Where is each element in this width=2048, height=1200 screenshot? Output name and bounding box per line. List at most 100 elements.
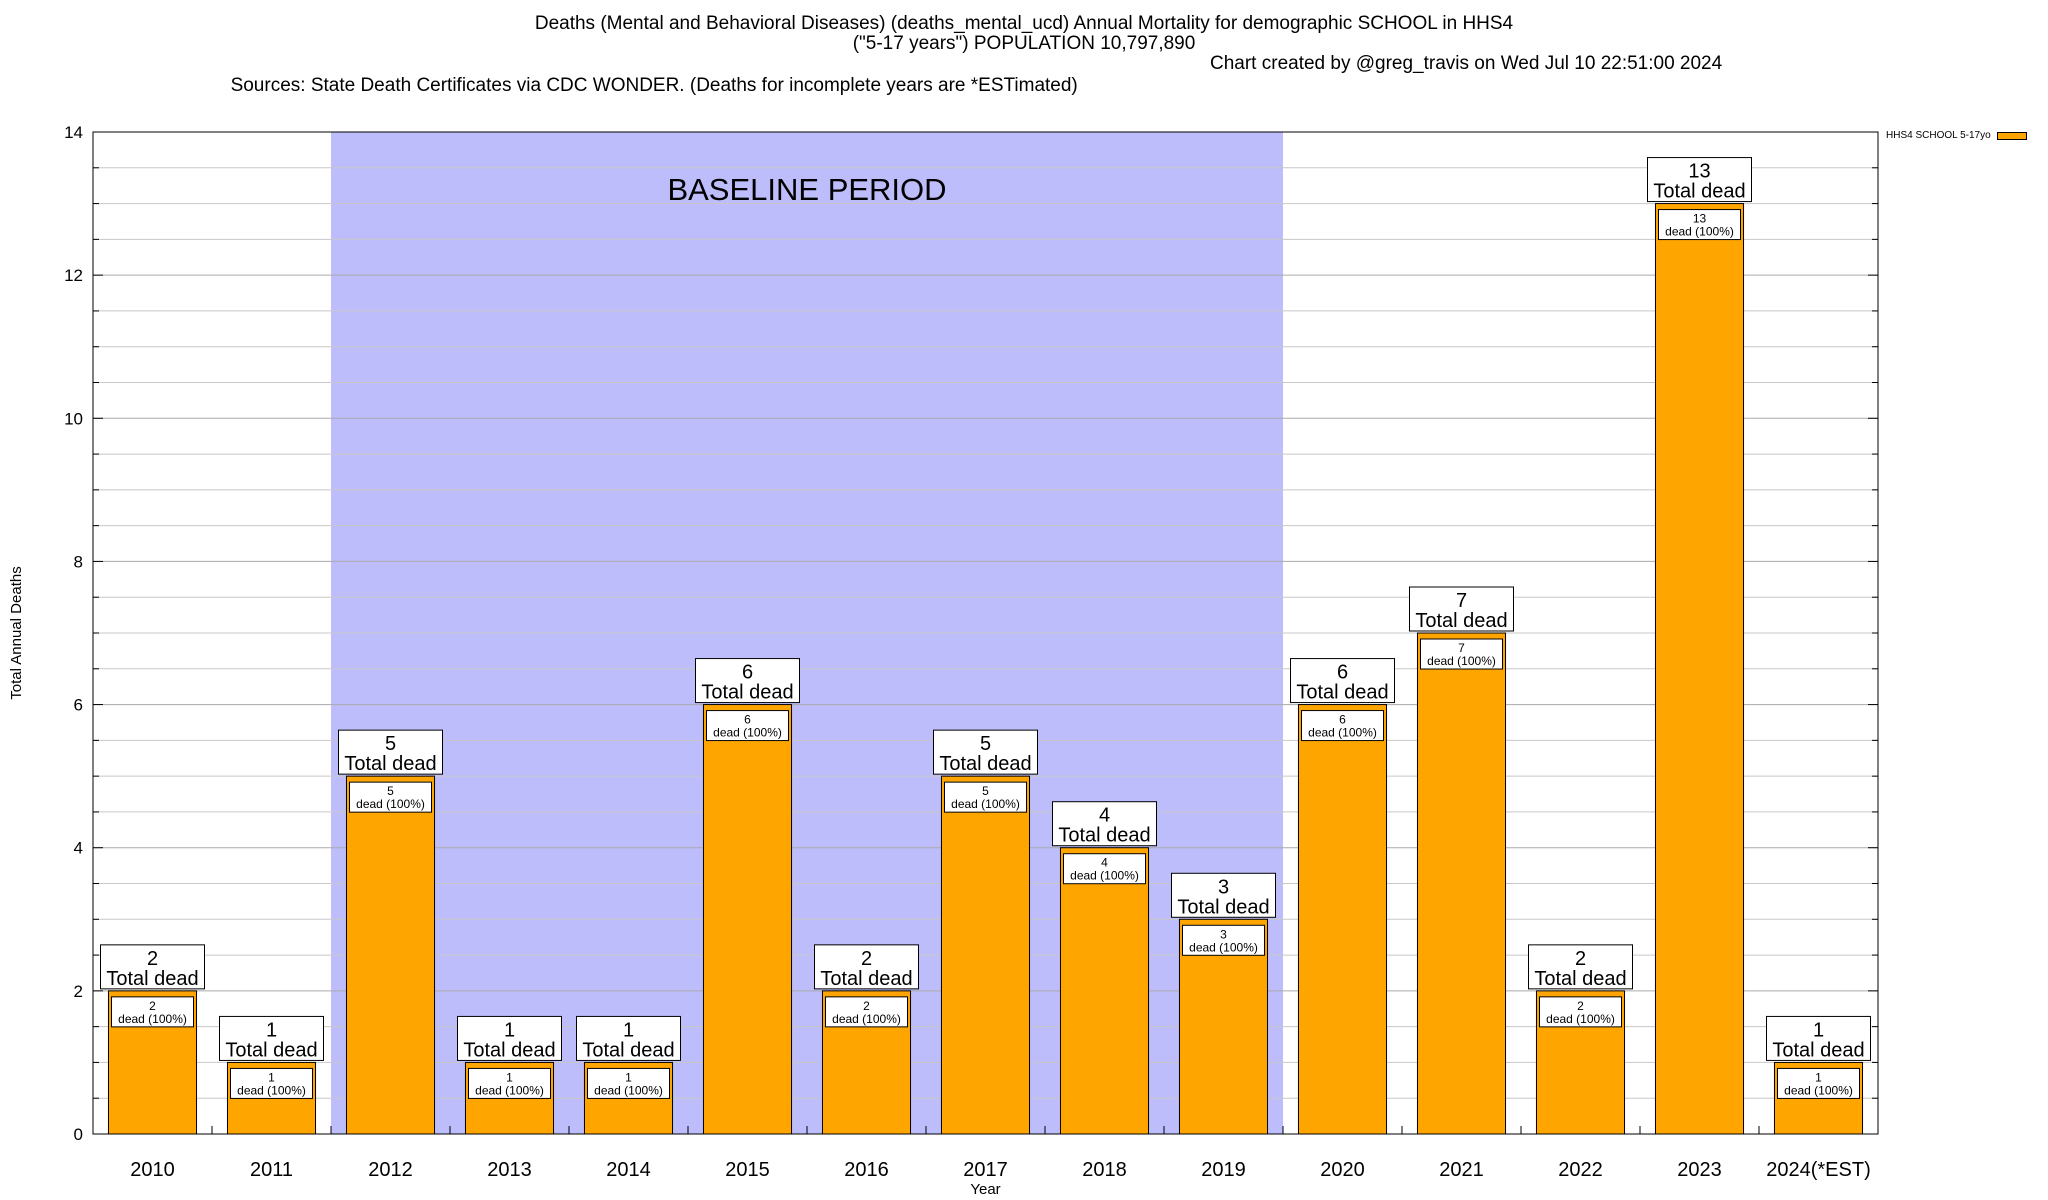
y-tick-label: 14 — [64, 123, 83, 142]
inner-label-value: 5 — [387, 784, 394, 798]
total-label-text: Total dead — [1534, 968, 1626, 990]
x-tick-label: 2012 — [368, 1159, 413, 1181]
inner-label-text: dead (100%) — [1308, 726, 1377, 740]
total-label-text: Total dead — [1177, 896, 1269, 918]
bar — [1416, 632, 1507, 1135]
x-tick-label: 2011 — [250, 1159, 293, 1181]
total-label-text: Total dead — [820, 968, 912, 990]
inner-label-text: dead (100%) — [594, 1083, 663, 1097]
inner-label-box — [825, 996, 908, 1028]
inner-label-box — [1539, 996, 1622, 1028]
x-tick-label: 2023 — [1677, 1159, 1722, 1181]
y-tick-label: 10 — [64, 409, 83, 428]
inner-label-value: 13 — [1693, 212, 1707, 226]
inner-label-text: dead (100%) — [1665, 225, 1734, 239]
total-label-text: Total dead — [1296, 682, 1388, 704]
total-label-box — [1290, 658, 1395, 704]
inner-label-box — [1658, 209, 1741, 241]
inner-label-text: dead (100%) — [713, 726, 782, 740]
sources-text: Sources: State Death Certificates via CD… — [230, 75, 1078, 96]
inner-label-value: 5 — [982, 784, 989, 798]
total-label-text: Total dead — [225, 1039, 317, 1061]
inner-label-box — [1420, 638, 1503, 670]
y-tick-label: 8 — [74, 552, 83, 571]
total-label-value: 3 — [1218, 876, 1229, 898]
inner-label-value: 6 — [744, 713, 751, 727]
inner-label-value: 7 — [1458, 641, 1465, 655]
inner-label-text: dead (100%) — [1070, 869, 1139, 883]
inner-label-value: 1 — [506, 1070, 513, 1084]
total-label-box — [576, 1015, 681, 1061]
inner-label-value: 1 — [1815, 1070, 1822, 1084]
total-label-box — [338, 729, 443, 775]
x-tick-label: 2021 — [1439, 1159, 1484, 1181]
inner-label-box — [944, 781, 1027, 813]
total-label-value: 1 — [1813, 1019, 1824, 1041]
total-label-text: Total dead — [1058, 825, 1150, 847]
total-label-value: 5 — [385, 733, 396, 755]
title-line-2: ("5-17 years") POPULATION 10,797,890 — [852, 33, 1196, 54]
inner-label-text: dead (100%) — [832, 1012, 901, 1026]
total-label-box — [814, 944, 919, 990]
inner-label-value: 2 — [149, 999, 156, 1013]
x-tick-label: 2010 — [130, 1159, 175, 1181]
legend: HHS4 SCHOOL 5-17yo — [1886, 130, 2027, 141]
inner-label-box — [111, 996, 194, 1028]
total-label-value: 4 — [1099, 805, 1110, 827]
total-label-box — [100, 944, 205, 990]
x-tick-label: 2016 — [844, 1159, 889, 1181]
x-tick-label: 2022 — [1558, 1159, 1603, 1181]
total-label-text: Total dead — [701, 682, 793, 704]
total-label-box — [1647, 157, 1752, 203]
inner-label-value: 2 — [863, 999, 870, 1013]
chart-title: Deaths (Mental and Behavioral Diseases) … — [0, 14, 2048, 54]
x-tick-label: 2015 — [725, 1159, 770, 1181]
inner-label-text: dead (100%) — [118, 1012, 187, 1026]
total-label-value: 6 — [742, 662, 753, 684]
inner-label-text: dead (100%) — [475, 1083, 544, 1097]
total-label-text: Total dead — [106, 968, 198, 990]
inner-label-text: dead (100%) — [356, 797, 425, 811]
inner-label-box — [1777, 1067, 1860, 1099]
inner-label-box — [1182, 924, 1265, 956]
total-label-text: Total dead — [582, 1039, 674, 1061]
title-line-1: Deaths (Mental and Behavioral Diseases) … — [534, 13, 1514, 34]
total-label-value: 7 — [1456, 590, 1467, 612]
total-label-box — [933, 729, 1038, 775]
bar — [1654, 203, 1745, 1135]
x-tick-label: 2014 — [606, 1159, 651, 1181]
x-tick-label: 2018 — [1082, 1159, 1127, 1181]
inner-label-text: dead (100%) — [1427, 654, 1496, 668]
x-tick-label: 2017 — [963, 1159, 1008, 1181]
total-label-text: Total dead — [463, 1039, 555, 1061]
legend-swatch — [1996, 131, 2027, 140]
total-label-text: Total dead — [1415, 610, 1507, 632]
total-label-value: 6 — [1337, 662, 1348, 684]
inner-label-box — [230, 1067, 313, 1099]
y-tick-label: 12 — [64, 266, 83, 285]
total-label-value: 1 — [504, 1019, 515, 1041]
x-axis-title: Year — [970, 1181, 1000, 1198]
inner-label-box — [1063, 853, 1146, 885]
x-tick-label: 2013 — [487, 1159, 532, 1181]
total-label-text: Total dead — [939, 753, 1031, 775]
inner-label-box — [706, 710, 789, 742]
total-label-box — [1766, 1015, 1871, 1061]
chart-subtitle: Sources: State Death Certificates via CD… — [220, 53, 1920, 119]
total-label-box — [1409, 586, 1514, 632]
baseline-label: BASELINE PERIOD — [667, 172, 946, 207]
inner-label-box — [587, 1067, 670, 1099]
total-label-box — [219, 1015, 324, 1061]
inner-label-text: dead (100%) — [237, 1083, 306, 1097]
bar — [1059, 847, 1150, 1135]
x-tick-label: 2024(*EST) — [1766, 1159, 1871, 1181]
plot-frame — [92, 131, 1879, 1135]
total-label-box — [1528, 944, 1633, 990]
bar — [1297, 704, 1388, 1135]
inner-label-value: 1 — [625, 1070, 632, 1084]
total-label-value: 13 — [1688, 161, 1710, 183]
total-label-value: 2 — [1575, 948, 1586, 970]
total-label-box — [695, 658, 800, 704]
inner-label-value: 4 — [1101, 856, 1108, 870]
